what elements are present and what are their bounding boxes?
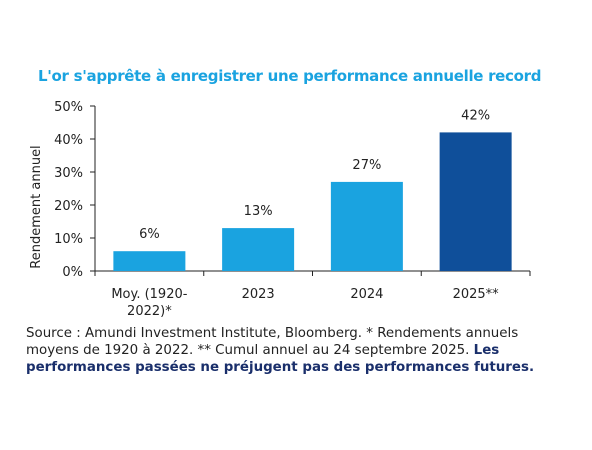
data-label: 27% <box>352 158 381 173</box>
x-tick-label: 2024 <box>350 287 383 302</box>
y-axis-label: Rendement annuel <box>29 145 44 268</box>
disclaimer-text: Les performances passées ne préjugent pa… <box>26 343 535 375</box>
x-tick-label: 2023 <box>242 287 275 302</box>
x-tick-label: Moy. (1920-2022)* <box>111 287 187 319</box>
bars <box>113 132 512 271</box>
y-tick-label: 50% <box>54 100 83 115</box>
bar <box>222 228 295 271</box>
y-tick-label: 40% <box>54 133 83 148</box>
data-labels: 6% 13% 27% 42% <box>139 108 490 242</box>
data-label: 42% <box>461 108 490 123</box>
bar <box>113 251 186 271</box>
y-tick-label: 30% <box>54 166 83 181</box>
y-tick-label: 0% <box>62 265 83 280</box>
x-tick-label: 2025** <box>453 287 500 302</box>
source-note: Source : Amundi Investment Institute, Bl… <box>26 325 556 376</box>
data-label: 13% <box>244 204 273 219</box>
chart-title: L'or s'apprête à enregistrer une perform… <box>38 67 542 85</box>
y-tick-label: 20% <box>54 199 83 214</box>
x-axis: Moy. (1920-2022)* 2023 2024 2025** <box>94 270 531 319</box>
y-tick-label: 10% <box>54 232 83 247</box>
source-text: Source : Amundi Investment Institute, Bl… <box>26 326 519 358</box>
bar-chart: 0% 10% 20% 30% 40% 50% Moy. (1920-2022)* 2023 2… <box>29 100 531 319</box>
bar <box>330 181 403 271</box>
data-label: 6% <box>139 227 160 242</box>
bar <box>439 132 512 271</box>
y-axis: 0% 10% 20% 30% 40% 50% <box>54 100 96 280</box>
